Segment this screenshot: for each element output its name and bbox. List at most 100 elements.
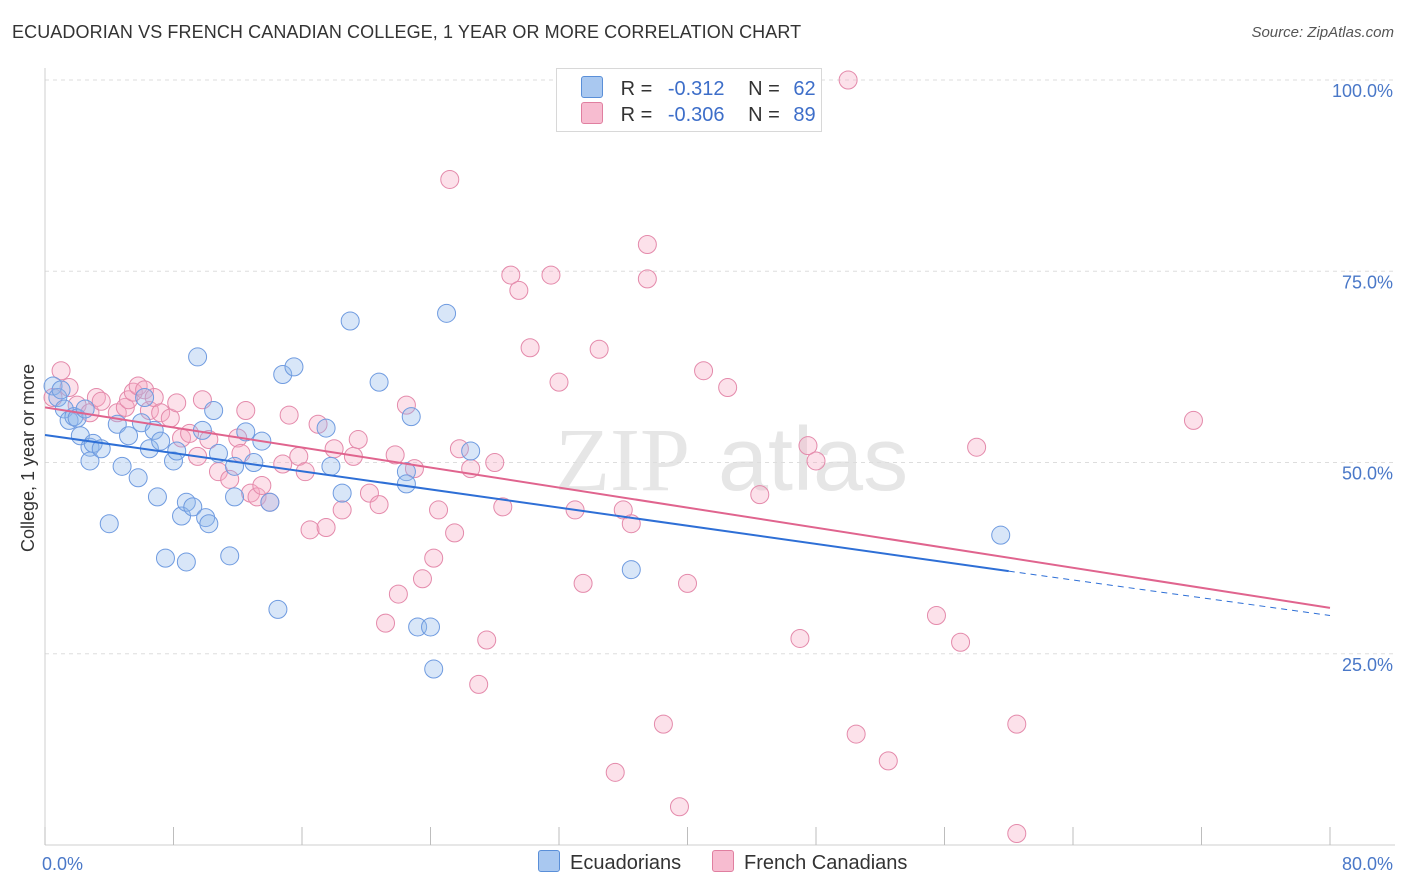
legend-r-value: -0.306 [667, 104, 725, 126]
legend-row-french-canadians: R = -0.306 N = 89 [581, 102, 816, 128]
french-canadian-point [485, 453, 505, 472]
ecuadorian-point [51, 380, 71, 400]
watermark-zip: ZIP [555, 411, 690, 510]
x-tick-label: 0.0% [42, 854, 83, 874]
ecuadorian-trend-line [44, 433, 1009, 573]
french-canadian-point [167, 393, 187, 413]
legend-n-value: 62 [793, 78, 816, 100]
french-canadian-point [806, 451, 826, 471]
ecuadorian-point [284, 357, 304, 377]
french-canadian-point [445, 523, 465, 543]
legend-swatch-pink [581, 102, 603, 124]
legend-swatch-blue [581, 76, 603, 98]
french-canadian-point [449, 439, 469, 459]
ecuadorian-point [424, 659, 444, 679]
ecuadorian-point [332, 483, 352, 503]
french-canadian-point [653, 714, 673, 734]
ecuadorian-point [236, 422, 256, 442]
y-tick-label: 50.0% [1342, 464, 1393, 484]
french-canadian-point [388, 584, 408, 604]
bottom-legend-french-canadians: French Canadians [712, 850, 907, 875]
french-canadian-point [573, 573, 593, 593]
ecuadorian-point [316, 418, 336, 438]
y-tick-label: 100.0% [1332, 81, 1393, 101]
ecuadorian-point [151, 431, 171, 451]
ecuadorian-point [188, 347, 208, 367]
watermark-atlas: atlas [718, 410, 908, 510]
french-canadian-point [429, 500, 449, 520]
ecuadorian-point [244, 453, 264, 472]
french-canadian-point [1183, 410, 1203, 430]
french-canadian-point [300, 520, 320, 540]
legend-swatch-blue [538, 850, 560, 872]
french-canadian-point [951, 632, 971, 652]
ecuadorian-point [199, 514, 219, 534]
bottom-legend-ecuadorians: Ecuadorians [538, 850, 681, 875]
legend-swatch-pink [712, 850, 734, 872]
french-canadian-point [1007, 714, 1027, 734]
ecuadorian-point [208, 443, 228, 463]
french-canadian-point [252, 475, 272, 495]
ecuadorian-point [437, 303, 457, 323]
french-canadian-point [135, 380, 155, 400]
legend-r-label: R = [620, 78, 653, 100]
chart-title: ECUADORIAN VS FRENCH CANADIAN COLLEGE, 1… [12, 22, 802, 42]
x-tick-label: 80.0% [1342, 854, 1393, 874]
french-canadian-point [247, 487, 267, 507]
ecuadorian-trend-extension [1008, 570, 1331, 616]
french-canadian-point [838, 70, 858, 90]
ecuadorian-point [135, 387, 155, 407]
ecuadorian-point [99, 514, 119, 534]
french-canadian-point [718, 378, 738, 398]
french-canadian-point [694, 361, 714, 381]
french-canadian-point [605, 762, 625, 782]
french-canadian-point [440, 169, 460, 189]
french-canadian-point [324, 439, 344, 459]
ecuadorian-point [401, 407, 421, 427]
french-canadian-point [926, 606, 946, 625]
french-canadian-point [637, 269, 657, 289]
french-canadian-point [798, 436, 818, 456]
french-canadian-point [477, 630, 497, 650]
french-canadian-point [501, 265, 521, 285]
legend-label: French Canadians [744, 852, 908, 874]
french-canadian-point [396, 395, 416, 415]
french-canadian-point [236, 400, 256, 420]
ecuadorian-point [176, 552, 196, 572]
french-canadian-point [750, 485, 770, 505]
french-canadian-point [412, 569, 432, 589]
ecuadorian-point [204, 400, 224, 420]
ecuadorian-point [119, 426, 139, 446]
french-canadian-point [348, 430, 368, 450]
ecuadorian-point [155, 548, 175, 568]
ecuadorian-point [461, 441, 481, 461]
correlation-legend: R = -0.312 N = 62 R = -0.306 N = 89 [556, 68, 822, 132]
french-canadian-point [279, 405, 299, 425]
french-canadian-point [549, 372, 569, 392]
legend-n-label: N = [748, 104, 780, 126]
ecuadorian-point [167, 441, 187, 461]
ecuadorian-point [268, 599, 288, 619]
french-canadian-point [51, 361, 71, 381]
legend-n-value: 89 [793, 104, 816, 126]
french-canadian-point [369, 495, 389, 515]
french-canadian-point [669, 797, 689, 817]
legend-r-label: R = [620, 104, 653, 126]
legend-n-label: N = [748, 78, 780, 100]
source-label: Source: ZipAtlas.com [1251, 24, 1394, 41]
french-canadian-point [43, 387, 63, 407]
ecuadorian-point [369, 372, 389, 392]
french-canadian-point [520, 338, 540, 358]
ecuadorian-point [220, 546, 240, 566]
legend-label: Ecuadorians [570, 852, 682, 874]
y-tick-label: 25.0% [1342, 655, 1393, 675]
french-canadian-point [678, 573, 697, 593]
y-tick-label: 75.0% [1342, 272, 1393, 292]
ecuadorian-point [321, 456, 341, 476]
ecuadorian-point [225, 487, 245, 507]
french-canadian-point [967, 437, 987, 457]
ecuadorian-point [196, 508, 216, 528]
french-canadian-point [199, 430, 219, 450]
ecuadorian-point [621, 560, 641, 580]
